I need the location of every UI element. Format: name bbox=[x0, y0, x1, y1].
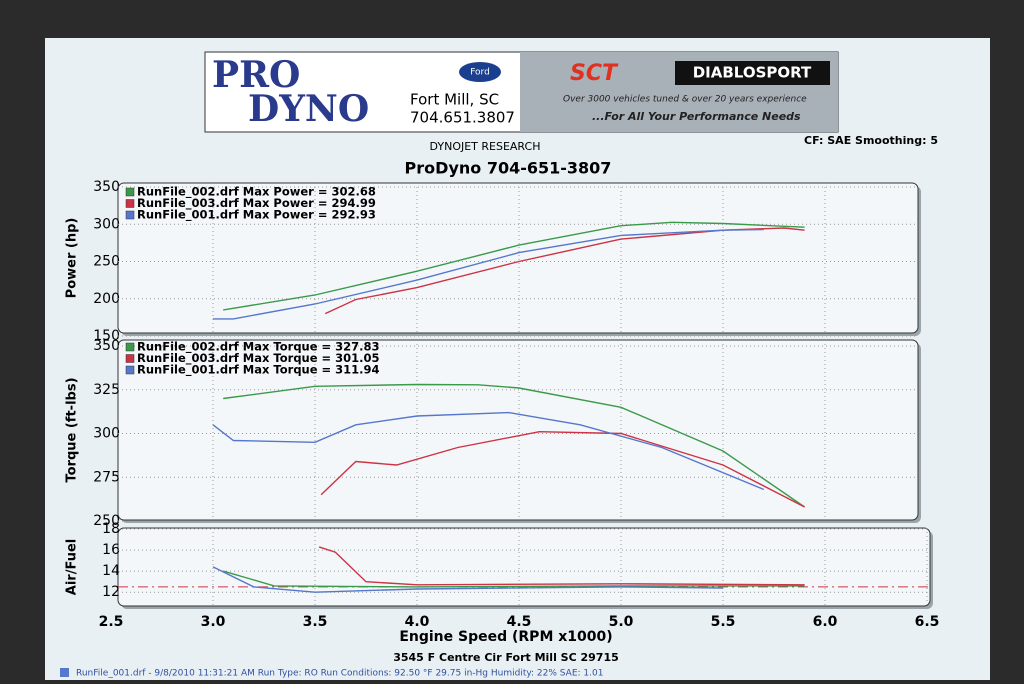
y-tick-label: 200 bbox=[93, 291, 120, 307]
chart-title: ProDyno 704-651-3807 bbox=[405, 159, 612, 178]
logo-bottom: DYNO bbox=[248, 88, 369, 130]
address: 3545 F Centre Cir Fort Mill SC 29715 bbox=[393, 651, 619, 664]
settings: CF: SAE Smoothing: 5 bbox=[804, 134, 938, 147]
series-line bbox=[223, 570, 805, 588]
series-line bbox=[320, 430, 805, 508]
tagline: Over 3000 vehicles tuned & over 20 years… bbox=[563, 95, 807, 105]
series-line bbox=[324, 227, 805, 315]
y-tick-label: 325 bbox=[93, 382, 120, 398]
legend-label: RunFile_003.drf Max Power = 294.99 bbox=[137, 196, 376, 211]
x-axis-label: Engine Speed (RPM x1000) bbox=[399, 629, 612, 645]
legend-swatch bbox=[125, 354, 135, 363]
panel bbox=[117, 339, 919, 521]
series-line bbox=[212, 566, 724, 593]
series-line bbox=[223, 221, 805, 311]
y-tick-label: 300 bbox=[93, 426, 120, 442]
diablo: DIABLOSPORT bbox=[693, 64, 812, 82]
x-tick-label: 2.5 bbox=[99, 614, 124, 630]
legend-swatch bbox=[125, 365, 135, 375]
panel bbox=[117, 527, 931, 607]
x-tick-label: 6.0 bbox=[813, 614, 838, 630]
x-tick-label: 3.0 bbox=[201, 614, 226, 630]
ford-badge bbox=[459, 62, 501, 82]
ford: Ford bbox=[470, 68, 490, 78]
legend-label: RunFile_001.drf Max Torque = 311.94 bbox=[137, 363, 380, 378]
diablo-badge bbox=[675, 61, 830, 85]
y-tick-label: 150 bbox=[93, 328, 120, 344]
sct: SCT bbox=[570, 61, 619, 86]
x-tick-label: 4.5 bbox=[507, 614, 532, 630]
series-line bbox=[223, 383, 805, 508]
y-tick-label: 300 bbox=[93, 216, 120, 232]
slogan: ...For All Your Performance Needs bbox=[592, 110, 801, 123]
y-tick-label: 18 bbox=[102, 521, 120, 537]
legend-swatch bbox=[125, 187, 135, 197]
y-tick-label: 14 bbox=[102, 563, 120, 579]
y-axis-label: Torque (ft-lbs) bbox=[65, 377, 80, 482]
legend-swatch bbox=[125, 342, 135, 352]
legend-label: RunFile_002.drf Max Torque = 327.83 bbox=[137, 340, 380, 355]
y-tick-label: 12 bbox=[102, 584, 120, 600]
x-tick-label: 5.5 bbox=[711, 614, 736, 630]
logo-top: PRO bbox=[212, 54, 300, 96]
run-icon bbox=[60, 668, 69, 677]
y-tick-label: 350 bbox=[93, 179, 120, 195]
y-tick-label: 250 bbox=[93, 254, 120, 270]
legend-label: RunFile_003.drf Max Torque = 301.05 bbox=[137, 351, 380, 366]
maker: DYNOJET RESEARCH bbox=[430, 140, 541, 153]
y-axis-label: Power (hp) bbox=[65, 218, 80, 299]
y-tick-label: 250 bbox=[93, 513, 120, 529]
y-tick-label: 350 bbox=[93, 338, 120, 354]
legend-label: RunFile_001.drf Max Power = 292.93 bbox=[137, 208, 376, 223]
series-line bbox=[213, 228, 764, 320]
series-line bbox=[318, 546, 805, 586]
legend-swatch bbox=[125, 199, 135, 208]
series-line bbox=[212, 411, 765, 491]
panel bbox=[117, 182, 919, 334]
y-tick-label: 275 bbox=[93, 469, 120, 485]
x-tick-label: 3.5 bbox=[303, 614, 328, 630]
city: Fort Mill, SC bbox=[410, 91, 499, 109]
x-tick-label: 4.0 bbox=[405, 614, 430, 630]
legend-swatch bbox=[125, 210, 135, 220]
run-info: RunFile_001.drf - 9/8/2010 11:31:21 AM R… bbox=[76, 669, 603, 679]
phone: 704.651.3807 bbox=[410, 109, 515, 127]
y-tick-label: 16 bbox=[102, 542, 120, 558]
legend-label: RunFile_002.drf Max Power = 302.68 bbox=[137, 185, 376, 200]
y-axis-label: Air/Fuel bbox=[65, 539, 80, 595]
x-tick-label: 5.0 bbox=[609, 614, 634, 630]
x-tick-label: 6.5 bbox=[915, 614, 940, 630]
